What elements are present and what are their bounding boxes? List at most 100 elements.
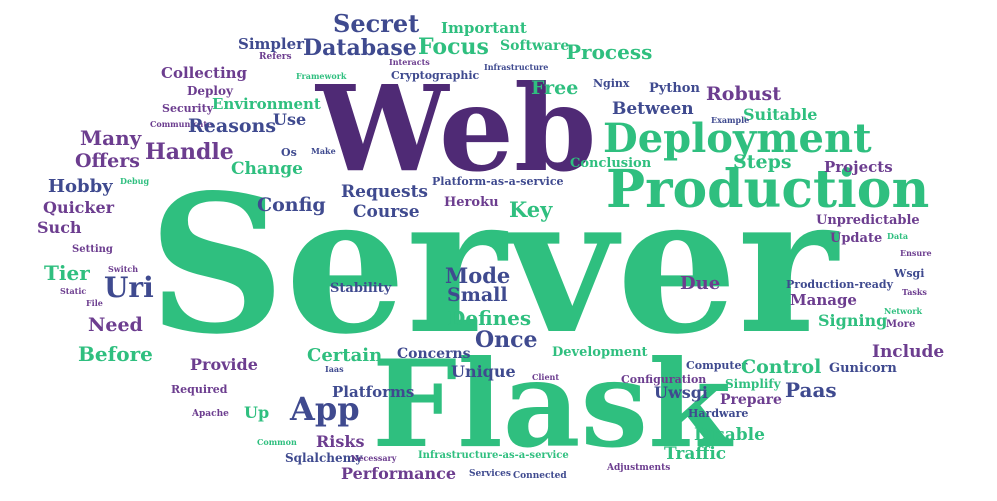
word-risks: Risks (316, 432, 365, 451)
word-framework: Framework (296, 71, 347, 81)
word-need: Need (88, 314, 143, 336)
word-traffic: Traffic (664, 444, 727, 464)
word-projects: Projects (824, 158, 893, 176)
word-up: Up (244, 403, 270, 422)
word-secret: Secret (333, 9, 420, 38)
word-unique: Unique (451, 362, 516, 381)
word-defines: Defines (448, 306, 532, 330)
word-prepare: Prepare (720, 392, 782, 408)
word-config: Config (257, 194, 326, 216)
word-performance: Performance (341, 464, 457, 483)
word-before: Before (78, 342, 153, 366)
word-required: Required (171, 383, 228, 396)
word-uri: Uri (104, 271, 154, 304)
word-network: Network (884, 306, 923, 316)
word-uwsgi: Uwsgi (654, 383, 708, 402)
word-sqlalchemy: Sqlalchemy (285, 451, 363, 465)
word-heroku: Heroku (444, 195, 499, 210)
word-change: Change (231, 159, 303, 179)
word-control: Control (741, 356, 822, 378)
word-computer: Computer (686, 359, 748, 372)
word-include: Include (872, 342, 945, 362)
word-security: Security (162, 102, 214, 115)
word-refers: Refers (259, 52, 292, 62)
word-key: Key (509, 197, 553, 222)
word-os: Os (281, 146, 297, 159)
word-suitable: Suitable (743, 105, 818, 124)
word-iaas: Iaas (325, 364, 344, 374)
word-signing: Signing (818, 311, 888, 330)
word-reasons: Reasons (188, 115, 277, 137)
word-ensure: Ensure (900, 248, 932, 258)
word-update: Update (830, 231, 883, 246)
word-simpler: Simpler (238, 35, 305, 53)
word-app: App (290, 390, 360, 428)
word-production: Production (606, 159, 930, 220)
word-deploy: Deploy (187, 84, 233, 98)
word-hardware: Hardware (688, 407, 749, 420)
word-collecting: Collecting (161, 64, 248, 82)
word-nginx: Nginx (593, 77, 630, 90)
word-many: Many (80, 126, 142, 150)
word-example: Example (711, 115, 750, 125)
word-communicate: Communicate (150, 119, 213, 129)
word-mode: Mode (445, 263, 511, 288)
word-common: Common (257, 437, 297, 447)
word-small: Small (447, 284, 508, 306)
word-provide: Provide (190, 355, 258, 374)
word-client: Client (532, 372, 560, 382)
word-once: Once (475, 327, 538, 353)
word-deployment: Deployment (603, 115, 872, 162)
word-due: Due (680, 273, 721, 294)
word-software: Software (500, 38, 570, 54)
word-development: Development (552, 345, 648, 360)
word-environment: Environment (212, 95, 321, 113)
word-switch: Switch (108, 264, 139, 274)
word-connected: Connected (513, 471, 567, 481)
word-focus: Focus (418, 34, 489, 60)
word-web: Web (316, 59, 597, 198)
word-more: More (886, 319, 916, 330)
word-requests: Requests (341, 182, 429, 202)
word-cryptographic: Cryptographic (391, 69, 480, 82)
word-between: Between (612, 99, 694, 119)
word-setting: Setting (72, 244, 113, 255)
word-data: Data (887, 231, 908, 241)
word-interacts: Interacts (389, 57, 430, 67)
word-tasks: Tasks (902, 287, 927, 297)
word-manage: Manage (790, 291, 857, 309)
word-paas: Paas (785, 378, 837, 402)
word-free: Free (531, 77, 579, 99)
word-handle: Handle (145, 139, 234, 165)
word-simplify: Simplify (725, 377, 781, 391)
word-infrastructure-as-a-service: Infrastructure-as-a-service (418, 450, 569, 461)
word-robust: Robust (706, 83, 782, 105)
word-stability: Stability (330, 281, 392, 296)
word-production-ready: Production-ready (786, 278, 893, 291)
word-adjustments: Adjustments (607, 463, 671, 473)
word-such: Such (37, 218, 82, 237)
word-apache: Apache (192, 409, 229, 419)
word-infrastructure: Infrastructure (484, 62, 549, 72)
word-hobby: Hobby (48, 176, 113, 197)
word-static: Static (60, 286, 87, 296)
word-concerns: Concerns (397, 346, 471, 362)
word-important: Important (441, 19, 527, 37)
word-course: Course (353, 202, 420, 222)
word-offers: Offers (75, 150, 140, 172)
word-gunicorn: Gunicorn (829, 361, 897, 376)
word-services: Services (469, 469, 511, 479)
word-file: File (86, 298, 103, 308)
word-tier: Tier (44, 261, 90, 285)
word-configuration: Configuration (621, 373, 707, 386)
word-process: Process (566, 40, 653, 64)
word-conclusion: Conclusion (570, 156, 652, 171)
word-use: Use (273, 110, 307, 129)
word-debug: Debug (120, 176, 150, 186)
word-database: Database (303, 35, 417, 61)
word-platform-as-a-service: Platform-as-a-service (432, 175, 564, 188)
word-python: Python (649, 81, 700, 96)
word-steps: Steps (733, 151, 792, 173)
word-quicker: Quicker (43, 198, 115, 217)
